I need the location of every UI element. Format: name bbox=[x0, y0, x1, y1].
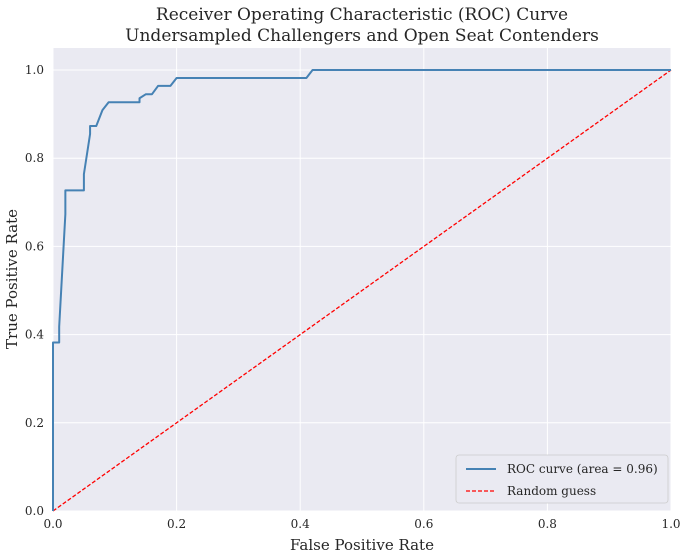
y-tick-label: 0.4 bbox=[25, 328, 44, 342]
roc-curve-line bbox=[52, 69, 671, 511]
x-tick-label: 0.6 bbox=[414, 517, 433, 531]
y-tick-label: 0.6 bbox=[25, 239, 44, 253]
y-axis-label: True Positive Rate bbox=[3, 209, 21, 349]
x-tick-label: 1.0 bbox=[661, 517, 680, 531]
grid-lines bbox=[52, 48, 672, 512]
random-guess-line bbox=[52, 69, 672, 512]
series-layer bbox=[52, 69, 672, 512]
y-tick-label: 0.2 bbox=[25, 416, 44, 430]
x-tick-label: 0.8 bbox=[538, 517, 557, 531]
y-tick-label: 0.8 bbox=[25, 151, 44, 165]
legend-label-roc-curve: ROC curve (area = 0.96) bbox=[507, 462, 658, 476]
x-tick-label: 0.2 bbox=[167, 517, 186, 531]
plot-background bbox=[53, 48, 671, 511]
y-tick-label: 0.0 bbox=[25, 504, 44, 518]
legend: ROC curve (area = 0.96) Random guess bbox=[455, 454, 669, 504]
legend-label-random-guess: Random guess bbox=[507, 484, 596, 498]
x-tick-label: 0.0 bbox=[43, 517, 62, 531]
x-axis-label: False Positive Rate bbox=[290, 536, 434, 554]
chart-subtitle: Undersampled Challengers and Open Seat C… bbox=[125, 26, 599, 46]
legend-box bbox=[455, 454, 669, 504]
x-tick-labels: 0.0 0.2 0.4 0.6 0.8 1.0 bbox=[43, 517, 680, 531]
y-tick-label: 1.0 bbox=[25, 63, 44, 77]
chart-title: Receiver Operating Characteristic (ROC) … bbox=[156, 5, 568, 25]
y-tick-labels: 0.0 0.2 0.4 0.6 0.8 1.0 bbox=[25, 63, 44, 518]
x-tick-label: 0.4 bbox=[291, 517, 310, 531]
